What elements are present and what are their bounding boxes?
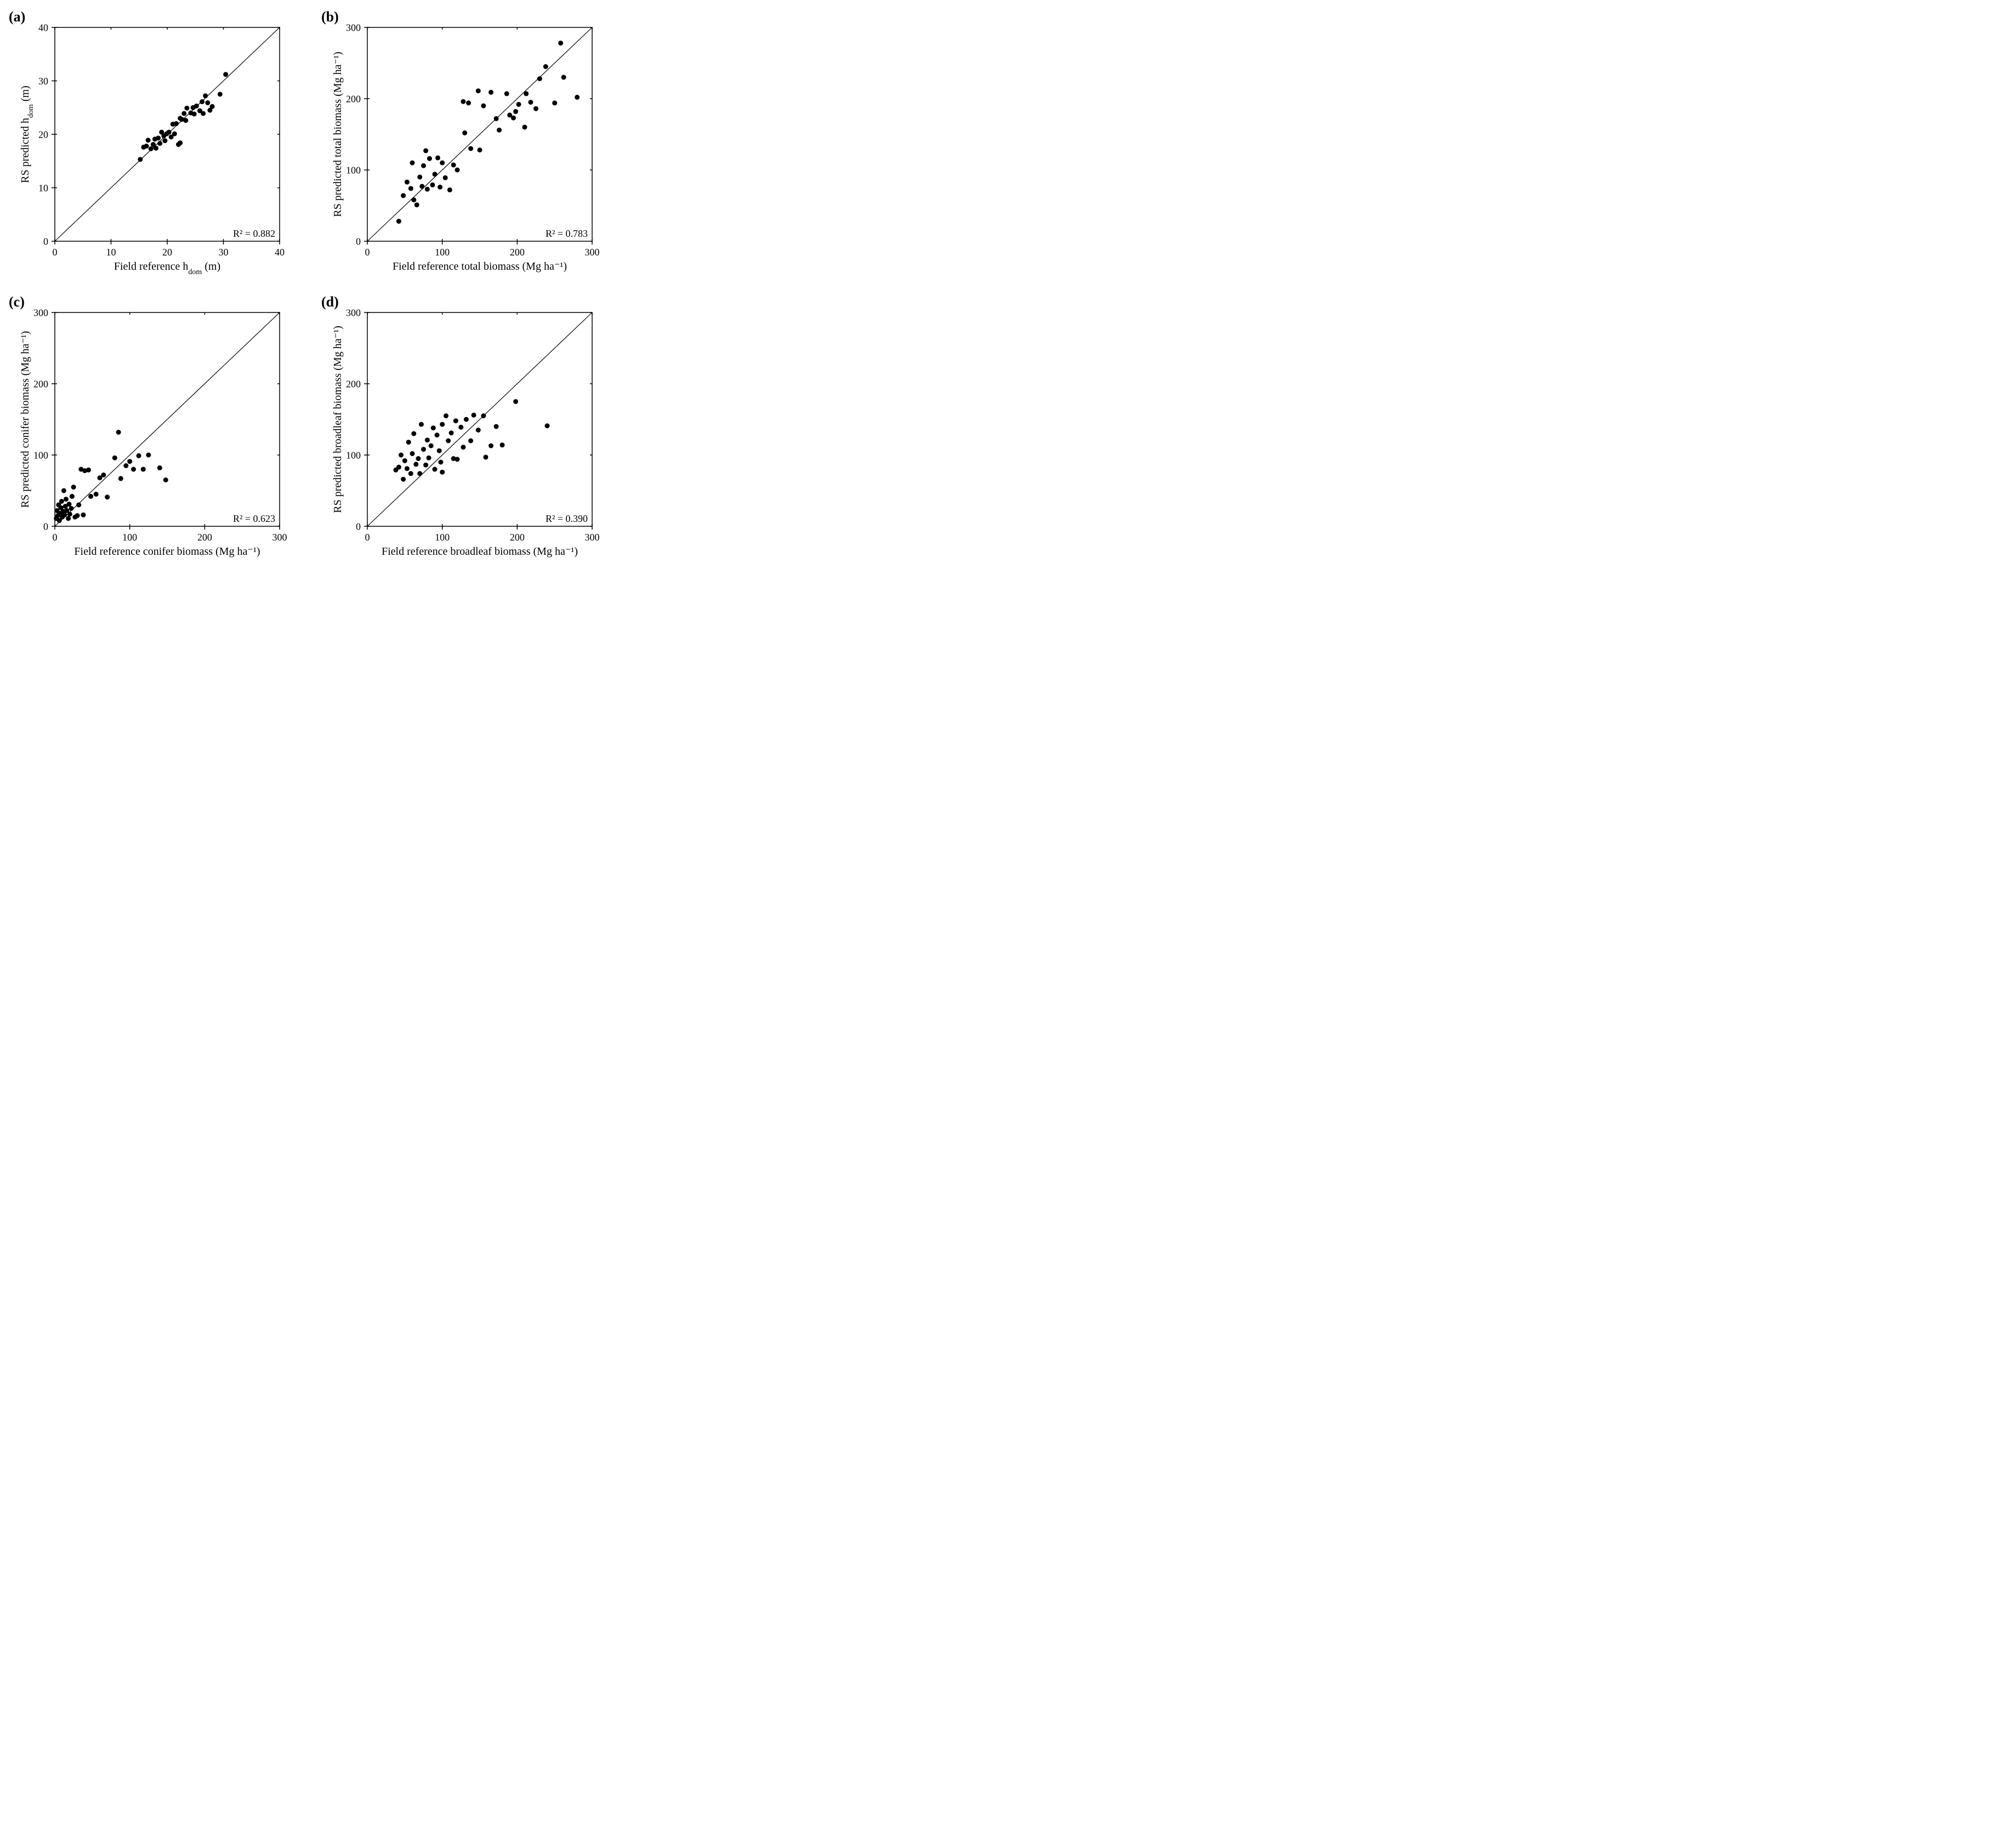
panel-label-b: (b)	[321, 9, 339, 25]
svg-text:100: 100	[33, 450, 48, 460]
svg-text:100: 100	[435, 532, 450, 543]
svg-text:20: 20	[38, 129, 48, 140]
svg-text:200: 200	[197, 532, 212, 543]
svg-text:200: 200	[346, 378, 361, 389]
panel-d: (d) 0 100 200 300 0 100 200 300 Field reference b…	[323, 296, 614, 570]
panel-label-c: (c)	[9, 294, 25, 310]
x-axis-label: Field reference hdom (m)	[114, 260, 220, 276]
svg-text:40: 40	[38, 22, 48, 33]
scatter-plot-b: 0 100 200 300 0 100 200 300 Field reference tota…	[323, 11, 609, 285]
r-squared-label: R² = 0.783	[546, 228, 588, 239]
svg-text:100: 100	[435, 247, 450, 258]
x-axis-label: Field reference total biomass (Mg ha⁻¹)	[393, 260, 567, 272]
panel-a: (a) 0 10 20 30 40 0 10 20 30 40 Field reference hdo…	[11, 11, 302, 285]
svg-text:0: 0	[53, 532, 58, 543]
y-axis-label: RS predicted broadleaf biomass (Mg ha⁻¹)	[332, 326, 344, 513]
svg-text:10: 10	[106, 247, 116, 258]
svg-text:200: 200	[346, 93, 361, 104]
svg-text:0: 0	[53, 247, 58, 258]
panel-label-d: (d)	[321, 294, 339, 310]
y-axis-label: RS predicted total biomass (Mg ha⁻¹)	[332, 52, 344, 217]
svg-text:40: 40	[275, 247, 285, 258]
r-squared-label: R² = 0.882	[233, 228, 275, 239]
svg-text:200: 200	[510, 247, 525, 258]
svg-text:30: 30	[219, 247, 229, 258]
panel-c: (c) 0 100 200 300 0 100 200 300 Field reference c…	[11, 296, 302, 570]
scatter-plot-d: 0 100 200 300 0 100 200 300 Field reference broa…	[323, 296, 609, 570]
svg-text:10: 10	[38, 183, 48, 194]
svg-text:100: 100	[346, 164, 361, 175]
scatter-plot-a: 0 10 20 30 40 0 10 20 30 40 Field reference hdom (…	[11, 11, 296, 285]
svg-text:20: 20	[162, 247, 172, 258]
svg-text:300: 300	[346, 307, 361, 318]
svg-text:0: 0	[356, 521, 361, 532]
x-axis-label: Field reference broadleaf biomass (Mg ha…	[382, 545, 578, 558]
svg-text:200: 200	[33, 378, 48, 389]
y-axis-label: RS predicted conifer biomass (Mg ha⁻¹)	[19, 331, 31, 508]
panel-b: (b) 0 100 200 300 0 100 200 300 Field reference t…	[323, 11, 614, 285]
svg-text:0: 0	[356, 236, 361, 247]
svg-text:300: 300	[33, 307, 48, 318]
y-axis-label: RS predicted hdom (m)	[19, 86, 35, 183]
svg-text:0: 0	[43, 521, 48, 532]
x-axis-label: Field reference conifer biomass (Mg ha⁻¹…	[74, 545, 260, 558]
svg-text:200: 200	[510, 532, 525, 543]
scatter-plot-c: 0 100 200 300 0 100 200 300 Field reference coni…	[11, 296, 296, 570]
figure-grid: (a) 0 10 20 30 40 0 10 20 30 40 Field reference hdo…	[11, 11, 614, 570]
r-squared-label: R² = 0.390	[546, 513, 588, 524]
svg-text:30: 30	[38, 76, 48, 87]
svg-text:0: 0	[365, 247, 370, 258]
svg-text:300: 300	[346, 22, 361, 33]
r-squared-label: R² = 0.623	[233, 513, 275, 524]
svg-text:0: 0	[43, 236, 48, 247]
svg-text:300: 300	[272, 532, 287, 543]
svg-text:300: 300	[585, 247, 600, 258]
panel-label-a: (a)	[9, 9, 25, 25]
svg-text:100: 100	[122, 532, 137, 543]
svg-text:100: 100	[346, 450, 361, 460]
svg-text:0: 0	[365, 532, 370, 543]
svg-text:300: 300	[585, 532, 600, 543]
